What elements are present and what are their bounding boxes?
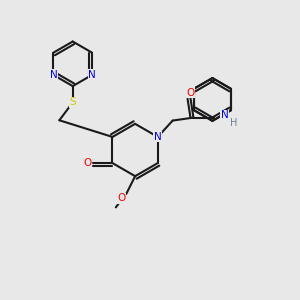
Text: N: N [50,70,57,80]
Text: S: S [69,98,76,107]
Text: O: O [84,158,92,168]
Text: N: N [154,132,162,142]
Text: N: N [88,70,96,80]
Text: N: N [221,110,229,120]
Text: H: H [230,118,237,128]
Text: O: O [186,88,195,98]
Text: O: O [118,194,126,203]
